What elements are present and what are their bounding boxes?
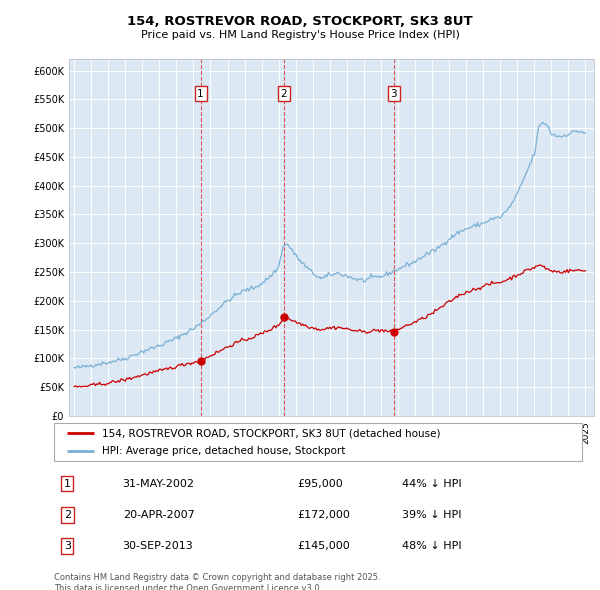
Text: 3: 3 bbox=[391, 88, 397, 99]
Text: 154, ROSTREVOR ROAD, STOCKPORT, SK3 8UT (detached house): 154, ROSTREVOR ROAD, STOCKPORT, SK3 8UT … bbox=[101, 428, 440, 438]
Text: 154, ROSTREVOR ROAD, STOCKPORT, SK3 8UT: 154, ROSTREVOR ROAD, STOCKPORT, SK3 8UT bbox=[127, 15, 473, 28]
Text: 1: 1 bbox=[197, 88, 204, 99]
Text: £95,000: £95,000 bbox=[297, 478, 343, 489]
Text: 2: 2 bbox=[64, 510, 71, 520]
Text: £145,000: £145,000 bbox=[297, 541, 350, 551]
Text: HPI: Average price, detached house, Stockport: HPI: Average price, detached house, Stoc… bbox=[101, 446, 345, 456]
Text: 31-MAY-2002: 31-MAY-2002 bbox=[122, 478, 194, 489]
Text: £172,000: £172,000 bbox=[297, 510, 350, 520]
Text: 48% ↓ HPI: 48% ↓ HPI bbox=[403, 541, 462, 551]
Text: 20-APR-2007: 20-APR-2007 bbox=[122, 510, 194, 520]
Text: 3: 3 bbox=[64, 541, 71, 551]
Text: 30-SEP-2013: 30-SEP-2013 bbox=[122, 541, 193, 551]
Text: Price paid vs. HM Land Registry's House Price Index (HPI): Price paid vs. HM Land Registry's House … bbox=[140, 30, 460, 40]
Text: 44% ↓ HPI: 44% ↓ HPI bbox=[403, 478, 462, 489]
Text: 1: 1 bbox=[64, 478, 71, 489]
Text: 39% ↓ HPI: 39% ↓ HPI bbox=[403, 510, 462, 520]
Text: Contains HM Land Registry data © Crown copyright and database right 2025.
This d: Contains HM Land Registry data © Crown c… bbox=[54, 573, 380, 590]
Text: 2: 2 bbox=[280, 88, 287, 99]
